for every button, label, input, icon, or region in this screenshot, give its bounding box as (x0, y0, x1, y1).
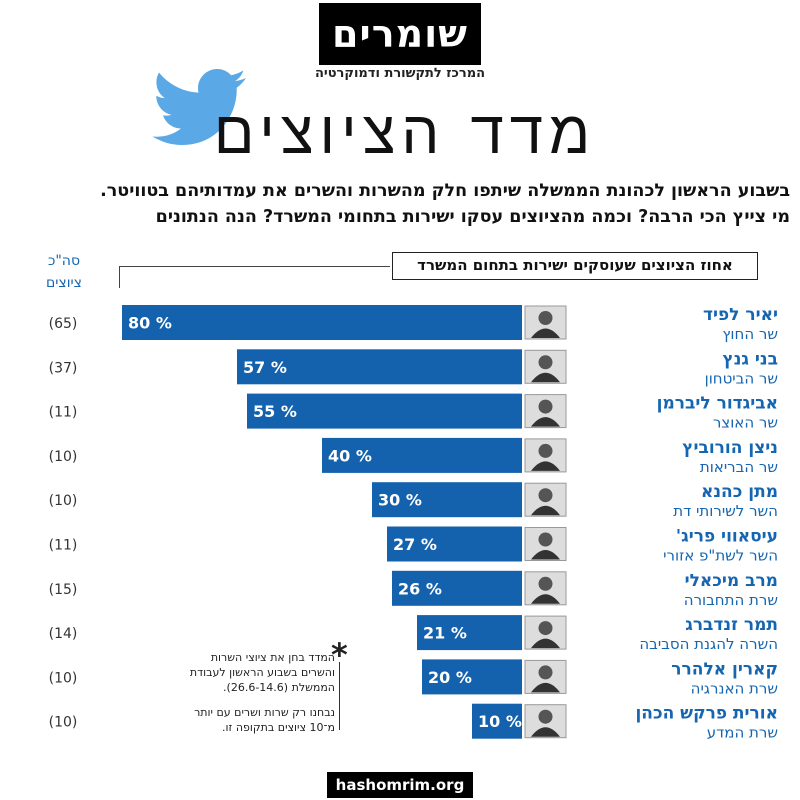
minister-photo-body (531, 727, 560, 737)
minister-photo-head (538, 311, 553, 325)
methodology-note: המדד בחן את ציוצי השרות והשרים בשבוע הרא… (189, 651, 335, 694)
minister-role: שר החוץ (722, 325, 778, 343)
minister-photo-body (531, 328, 560, 338)
total-tweets-value: (10) (49, 715, 78, 731)
bar (237, 349, 522, 385)
total-tweets-value: (14) (49, 626, 78, 642)
minister-role: שר האוצר (713, 414, 778, 432)
total-tweets-value: (10) (49, 670, 78, 686)
minister-name: מתן כהנא (701, 482, 778, 502)
minister-name: ניצן הורוביץ (682, 438, 778, 458)
minister-photo-head (538, 709, 553, 724)
total-tweets-value: (11) (49, 538, 78, 554)
total-tweets-value: (10) (49, 449, 78, 465)
minister-role: השר לשירותי דת (673, 502, 778, 520)
minister-photo-body (531, 638, 560, 649)
minister-role: שרת האנרגיה (691, 679, 778, 697)
bar-value-label: 40 % (328, 446, 372, 465)
total-tweets-header-line1: סה"כ (47, 253, 81, 269)
legend-connector-tick (119, 266, 120, 288)
minister-role: השרה להגנת הסביבה (639, 635, 778, 653)
minister-photo-head (538, 621, 553, 636)
footer-url[interactable]: hashomrim.org (327, 772, 473, 798)
minister-photo-head (538, 443, 553, 458)
intro-text: בשבוע הראשון לכהונת הממשלה שיתפו חלק מהש… (10, 178, 790, 230)
minister-role: שרת התחבורה (684, 591, 778, 609)
bar (387, 526, 522, 562)
minister-photo-body (531, 682, 560, 693)
total-tweets-header-line2: ציוצים (46, 275, 82, 291)
bar (422, 659, 522, 695)
bar-value-label: 21 % (423, 624, 467, 643)
logo-subtitle: המרכז לתקשורת ודמוקרטיה (314, 66, 486, 81)
total-tweets-header: סה"כ ציוצים (44, 250, 84, 294)
legend-box: אחוז הציוצים שעוסקים ישירות בתחום המשרד (392, 252, 758, 280)
note-asterisk: * (331, 636, 348, 674)
bar-value-label: 30 % (378, 491, 422, 510)
minister-photo-head (538, 532, 553, 547)
minister-name: אורית פרקש הכהן (635, 704, 778, 724)
minister-role: שר הבריאות (700, 458, 778, 476)
bar-value-label: 27 % (393, 535, 437, 554)
minister-role: השר לשת"פ אזורי (663, 547, 778, 565)
minister-name: תמר זנדברג (685, 615, 778, 635)
total-tweets-value: (37) (49, 360, 78, 376)
legend-connector (120, 266, 390, 267)
minister-name: קארין אלהרר (671, 659, 778, 679)
twitter-bird-icon (152, 69, 246, 145)
bar (247, 393, 522, 429)
page-title: מדד הציוצים (213, 98, 597, 168)
intro-line-1: בשבוע הראשון לכהונת הממשלה שיתפו חלק מהש… (100, 181, 790, 201)
minister-photo-body (531, 550, 560, 560)
bar (472, 703, 522, 739)
minister-role: שרת המדע (707, 724, 778, 742)
minister-photo-head (538, 488, 553, 503)
minister-photo-body (531, 417, 560, 427)
minister-name: מרב מיכאלי (685, 571, 778, 591)
minister-photo-head (538, 576, 553, 591)
total-tweets-value: (10) (49, 493, 78, 509)
bar-value-label: 80 % (128, 314, 172, 333)
note-divider (339, 662, 340, 730)
bar (372, 482, 522, 518)
minister-name: יאיר לפיד (703, 305, 778, 325)
inclusion-note: נבחנו רק שרות ושרים עם יותר מ־10 ציוצים … (194, 706, 335, 734)
total-tweets-value: (15) (49, 582, 78, 598)
minister-photo-body (531, 594, 560, 604)
bar-value-label: 10 % (478, 712, 522, 731)
minister-photo-head (538, 665, 553, 680)
minister-photo-body (531, 372, 560, 383)
bar (122, 305, 522, 340)
minister-photo-head (538, 355, 553, 370)
bar (417, 615, 522, 651)
minister-photo-body (531, 505, 560, 516)
minister-role: שר הביטחון (705, 369, 778, 387)
bar-value-label: 57 % (243, 358, 287, 377)
minister-photo-body (531, 461, 560, 471)
logo: שומרים (319, 3, 481, 65)
minister-photo-head (538, 399, 553, 414)
bar-value-label: 20 % (428, 668, 472, 687)
bar-value-label: 55 % (253, 402, 297, 421)
bar (392, 570, 522, 606)
bar-value-label: 26 % (398, 579, 442, 598)
total-tweets-value: (11) (49, 405, 78, 421)
minister-name: אביגדור ליברמן (657, 394, 778, 414)
intro-line-2: מי צייץ הכי הרבה? וכמה מהציוצים עסקו ישי… (155, 207, 790, 227)
total-tweets-value: (65) (49, 316, 78, 332)
minister-name: עיסאווי פריג' (676, 527, 778, 547)
bar (322, 437, 522, 473)
minister-name: בני גנץ (722, 349, 778, 369)
